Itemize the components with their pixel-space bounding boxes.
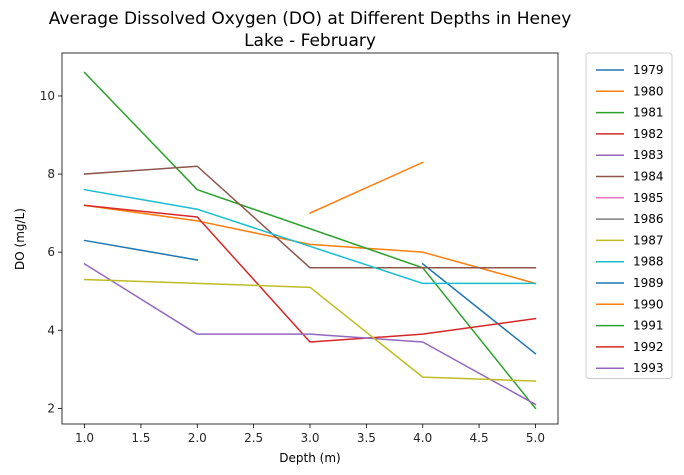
y-tick-label: 2 — [47, 401, 55, 415]
y-tick-label: 6 — [47, 245, 55, 259]
chart-title-line-2: Lake - February — [244, 31, 376, 51]
legend-label-1991: 1991 — [633, 319, 664, 333]
series-line-1987 — [83, 278, 537, 382]
legend-label-1988: 1988 — [633, 255, 664, 269]
series-line-1989 — [83, 239, 199, 261]
y-tick-label: 4 — [47, 323, 55, 337]
x-tick-label: 4.0 — [413, 431, 432, 445]
x-tick-label: 4.5 — [470, 431, 489, 445]
y-tick-label: 8 — [47, 167, 55, 181]
x-tick-label: 2.0 — [188, 431, 207, 445]
series-line-1979 — [421, 262, 537, 355]
x-axis-label: Depth (m) — [279, 451, 340, 465]
legend-label-1990: 1990 — [633, 297, 664, 311]
chart-title-line-1: Average Dissolved Oxygen (DO) at Differe… — [49, 9, 572, 29]
series-line-1984 — [83, 165, 537, 269]
y-axis-label: DO (mg/L) — [13, 208, 27, 270]
legend-label-1983: 1983 — [633, 148, 664, 162]
legend-label-1985: 1985 — [633, 191, 664, 205]
chart-title: Average Dissolved Oxygen (DO) at Differe… — [49, 9, 572, 51]
legend-label-1979: 1979 — [633, 63, 664, 77]
x-tick-label: 3.5 — [357, 431, 376, 445]
x-tick-label: 3.0 — [300, 431, 319, 445]
x-tick-label: 1.0 — [75, 431, 94, 445]
series-line-1990 — [309, 161, 424, 215]
legend-label-1984: 1984 — [633, 170, 664, 184]
axes: 1.0 1.5 2.0 2.5 3.0 3.5 4.0 4.5 5.0 2 4 6 8 10 — [40, 52, 559, 445]
legend-label-1993: 1993 — [633, 361, 664, 375]
plot-area — [83, 71, 537, 410]
x-tick-label: 1.5 — [131, 431, 150, 445]
series-line-1982 — [83, 204, 537, 343]
series-line-1980 — [83, 204, 537, 285]
legend-label-1980: 1980 — [633, 84, 664, 98]
plot-frame — [61, 52, 559, 425]
legend-label-1982: 1982 — [633, 127, 664, 141]
series-line-1988 — [83, 188, 537, 285]
legend-label-1992: 1992 — [633, 340, 664, 354]
y-tick-label: 10 — [40, 89, 55, 103]
legend: 1979 1980 1981 1982 1983 1984 1985 1986 1987 1988… — [585, 52, 673, 379]
x-tick-label: 2.5 — [244, 431, 263, 445]
legend-label-1981: 1981 — [633, 106, 664, 120]
series-line-1983 — [83, 262, 537, 406]
series-line-1981 — [83, 71, 537, 410]
legend-label-1987: 1987 — [633, 233, 664, 247]
x-tick-label: 5.0 — [526, 431, 545, 445]
legend-label-1989: 1989 — [633, 276, 664, 290]
legend-label-1986: 1986 — [633, 212, 664, 226]
